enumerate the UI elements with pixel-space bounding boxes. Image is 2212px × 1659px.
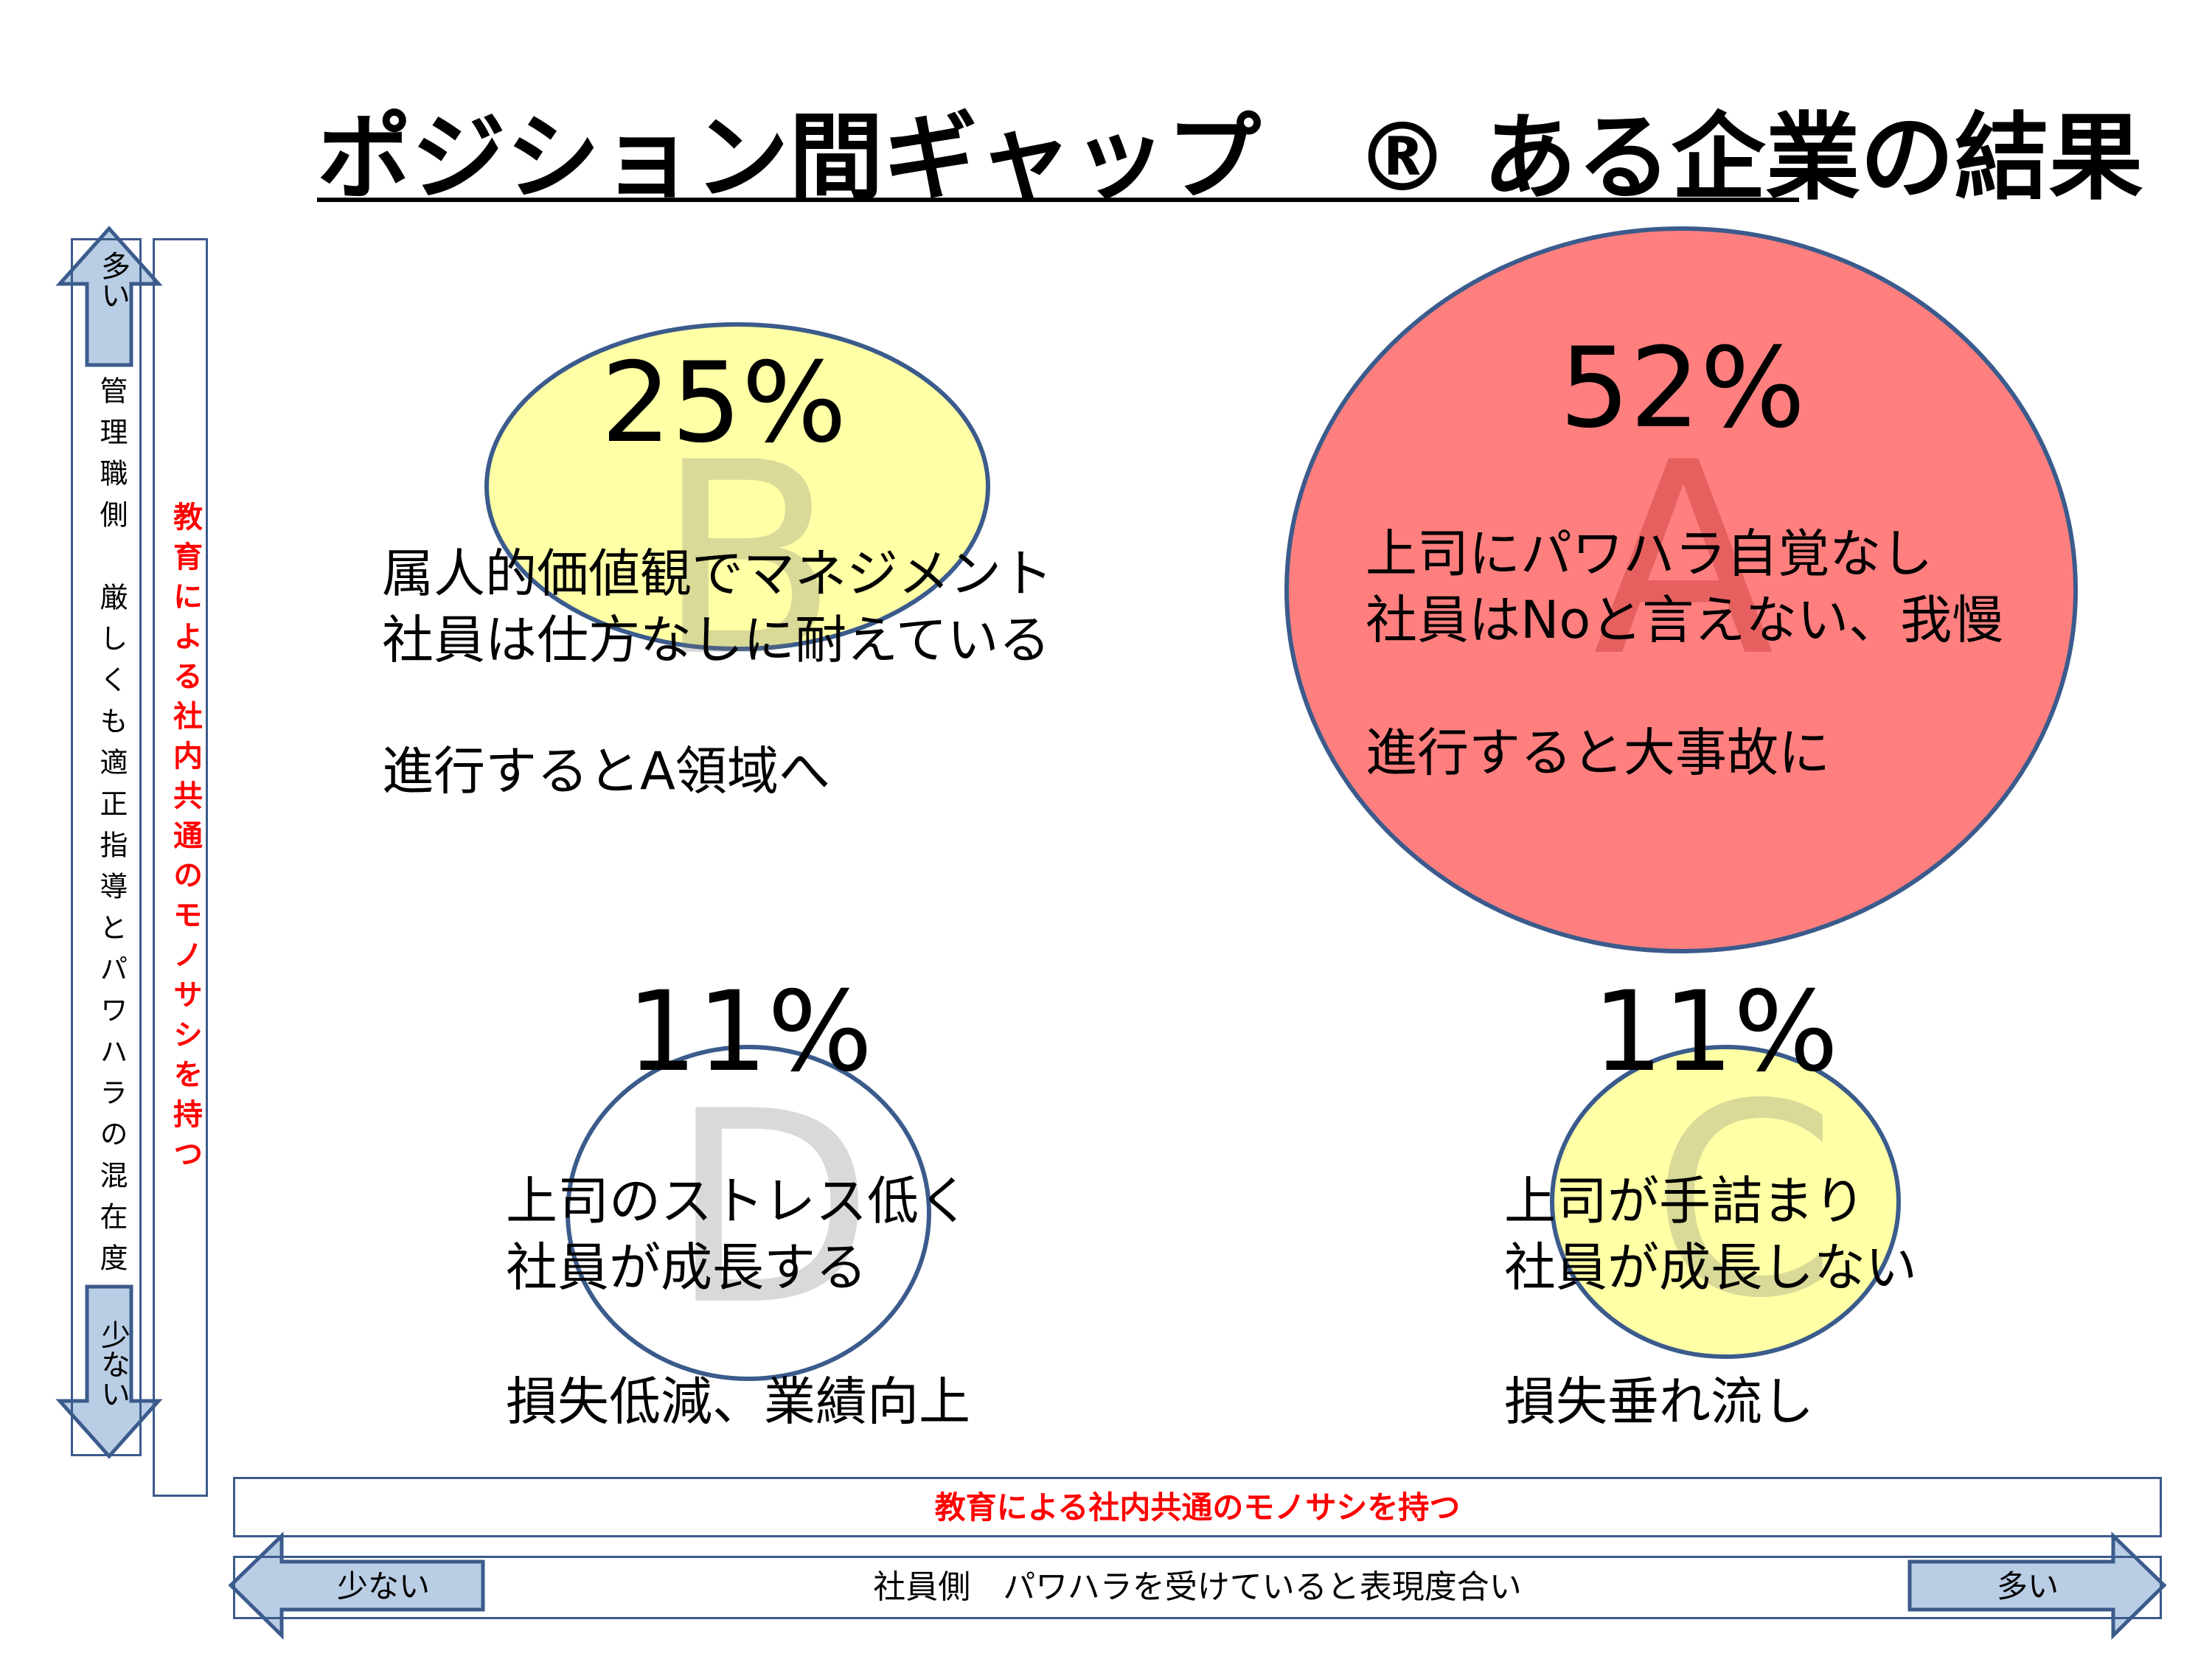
quadrant-b-letter: B xyxy=(656,406,838,714)
circle-c xyxy=(1550,1045,1901,1359)
quadrant-d-percent: 11% xyxy=(627,968,873,1096)
quadrant-d-line-1: 上司のストレス低く xyxy=(506,1171,970,1231)
vertical-red-note: 教育による社内共通のモノサシを持つ xyxy=(168,501,202,1178)
horizontal-right-label: 多い xyxy=(1996,1568,2059,1604)
vertical-axis-box xyxy=(71,238,142,1456)
quadrant-c-line-3: 損失垂れ流し xyxy=(1504,1371,1814,1432)
quadrant-a-line-2: 社員はNoと言えない、我慢 xyxy=(1366,590,2004,650)
horizontal-double-arrow xyxy=(228,1531,2167,1640)
quadrant-a-letter: A xyxy=(1593,406,1775,714)
quadrant-b-percent: 25% xyxy=(601,339,847,467)
vertical-axis-description: 管理職側 厳しくも適正指導とパワハラの混在度 xyxy=(95,376,128,1284)
quadrant-c-percent: 11% xyxy=(1593,968,1839,1096)
quadrant-b-line-3: 進行するとA領域へ xyxy=(382,741,830,801)
vertical-note-box xyxy=(153,238,208,1497)
quadrant-c-line-1: 上司が手詰まり xyxy=(1504,1171,1865,1231)
vertical-bottom-label: 少ない xyxy=(96,1320,130,1408)
circle-d xyxy=(566,1045,931,1381)
title-underline xyxy=(317,198,1799,202)
quadrant-c-letter: C xyxy=(1652,1047,1837,1356)
quadrant-b-line-2: 社員は仕方なしに耐えている xyxy=(382,610,1051,670)
quadrant-d-line-3: 損失低減、業績向上 xyxy=(506,1371,970,1432)
quadrant-a-line-3: 進行すると大事故に xyxy=(1366,723,1830,783)
horizontal-red-note: 教育による社内共通のモノサシを持つ xyxy=(233,1477,2162,1537)
quadrant-d-line-2: 社員が成長する xyxy=(506,1237,867,1298)
circle-a xyxy=(1284,226,2078,953)
vertical-top-label: 多い xyxy=(96,251,130,310)
quadrant-a-line-1: 上司にパワハラ自覚なし xyxy=(1366,524,1933,584)
horizontal-axis-description: 社員側 パワハラを受けていると表現度合い xyxy=(233,1556,2162,1619)
quadrant-a-percent: 52% xyxy=(1559,324,1806,453)
horizontal-left-label: 少ない xyxy=(336,1568,430,1604)
circle-b xyxy=(484,322,990,651)
quadrant-b-line-1: 属人的価値観でマネジメント xyxy=(382,543,1053,604)
quadrant-c-line-2: 社員が成長しない xyxy=(1504,1237,1917,1298)
quadrant-d-letter: D xyxy=(669,1054,874,1363)
